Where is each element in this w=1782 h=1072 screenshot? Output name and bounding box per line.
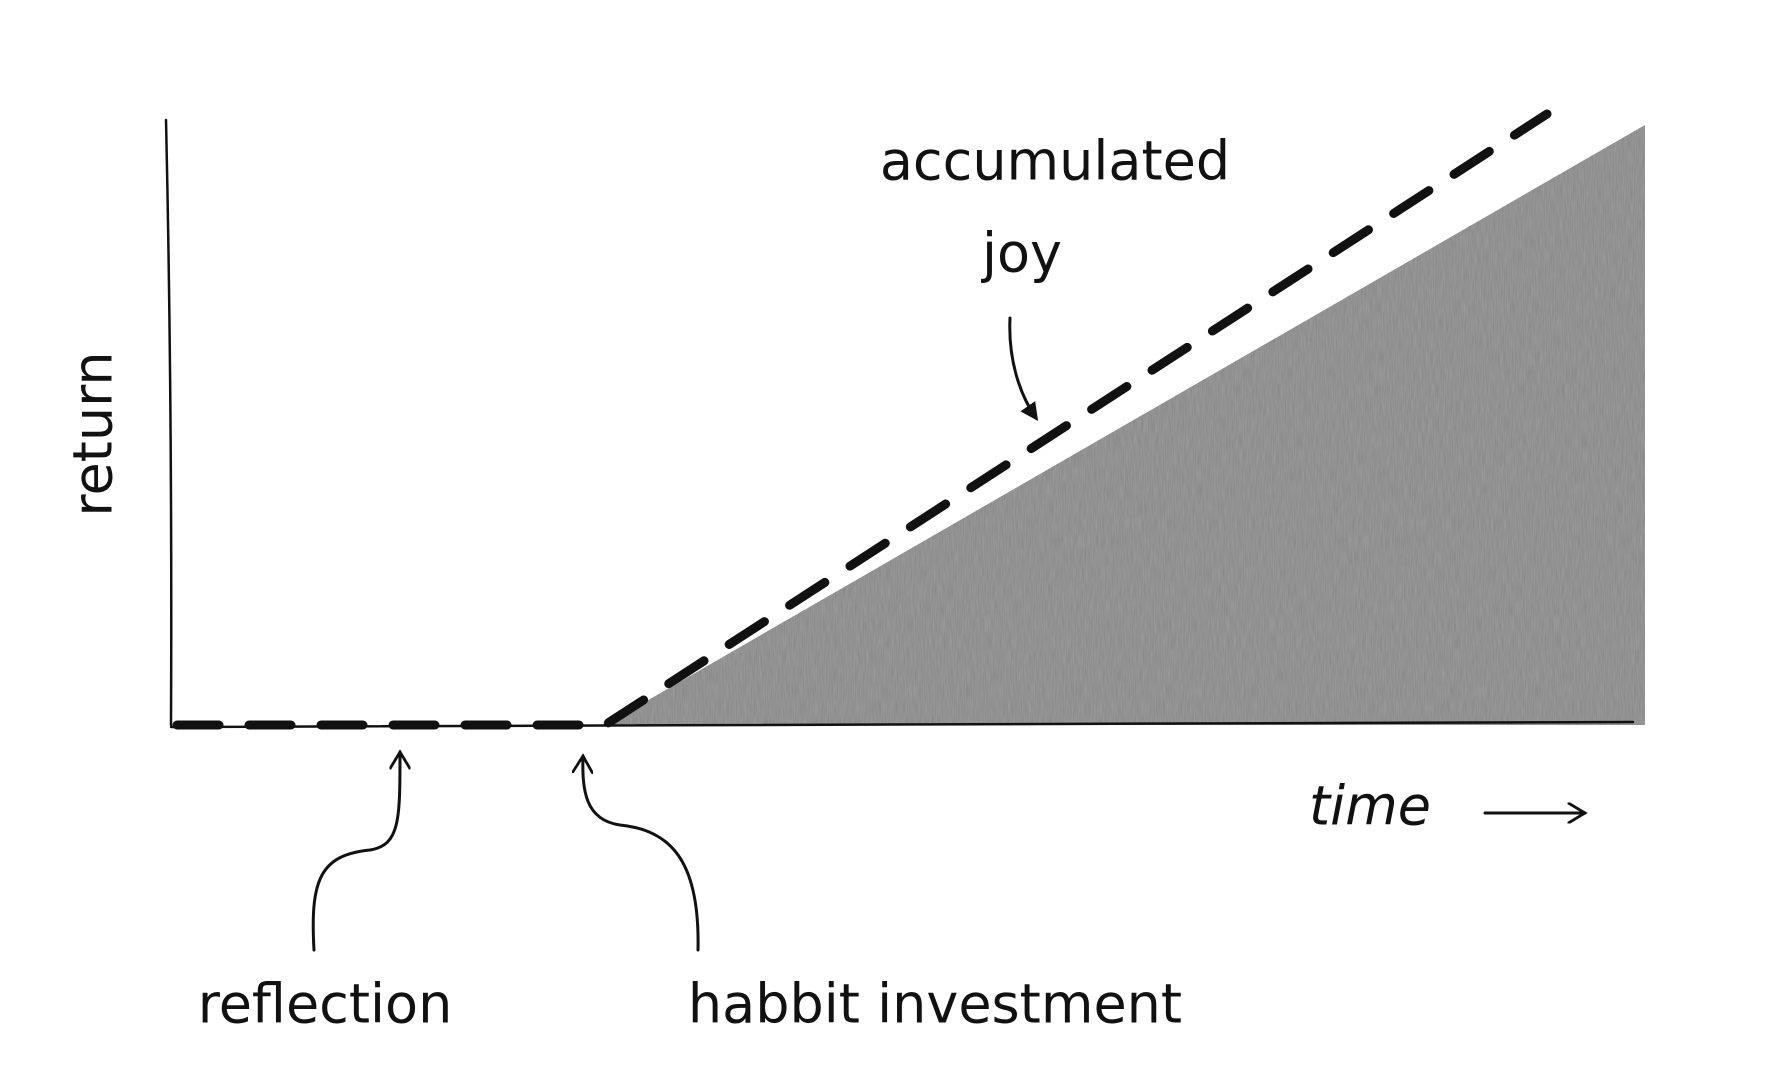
reflection-label: reflection	[198, 973, 453, 1036]
reflection-arrow	[311, 752, 400, 952]
investment-label: habbit investment	[688, 973, 1182, 1036]
dashed-curve	[172, 109, 1552, 730]
investment-arrow	[583, 756, 700, 952]
curve-label: joy	[981, 222, 1062, 285]
curve-label: accumulated	[880, 130, 1230, 193]
y-axis	[164, 118, 173, 727]
curve-arrow	[1008, 316, 1039, 421]
x-axis-label: time	[1309, 775, 1431, 838]
y-axis-label: return	[62, 351, 125, 516]
shading-texture	[605, 125, 1645, 725]
